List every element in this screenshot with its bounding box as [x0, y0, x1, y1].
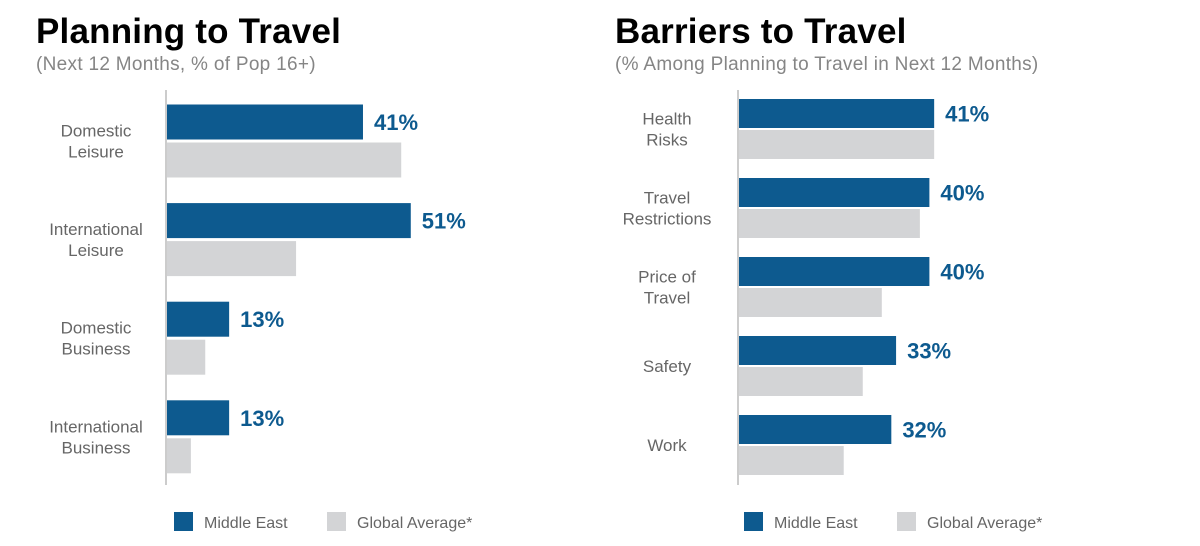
- value-label: 33%: [907, 339, 951, 364]
- bar-global-average: [739, 367, 863, 396]
- category-label: Travel: [644, 189, 691, 208]
- category-label: Domestic: [61, 122, 132, 141]
- category-label: International: [49, 417, 143, 436]
- bar-global-average: [167, 142, 402, 178]
- legend-label-global-average: Global Average*: [927, 515, 1042, 532]
- planning-chart-svg: 41% Domestic Leisure 51% International Leisur…: [49, 90, 472, 532]
- category-label: Leisure: [68, 241, 124, 260]
- bar-global-average: [167, 339, 206, 375]
- category-label: Risks: [646, 131, 688, 150]
- category-label: Work: [647, 436, 687, 455]
- category-label: Restrictions: [623, 210, 712, 229]
- legend-label-global-average: Global Average*: [357, 515, 472, 532]
- value-label: 13%: [240, 406, 284, 431]
- chart-title: Planning to Travel: [36, 12, 342, 51]
- bar-middle-east: [167, 400, 230, 436]
- legend-swatch-middle-east: [174, 512, 193, 531]
- legend-label-middle-east: Middle East: [774, 515, 858, 532]
- category-label: Health: [642, 110, 691, 129]
- chart-title: Barriers to Travel: [615, 12, 907, 51]
- legend-swatch-global-average: [897, 512, 916, 531]
- legend-swatch-global-average: [327, 512, 346, 531]
- bar-global-average: [739, 446, 844, 475]
- category-label: Safety: [643, 357, 692, 376]
- value-label: 40%: [940, 260, 984, 285]
- chart-subtitle: (% Among Planning to Travel in Next 12 M…: [615, 54, 1039, 75]
- barriers-chart-svg: 41% Health Risks 40% Travel Restrictions 40% Pr…: [623, 90, 1042, 532]
- planning-to-travel-panel: Planning to Travel (Next 12 Months, % of…: [0, 0, 590, 546]
- category-label: Business: [62, 340, 131, 359]
- bar-middle-east: [167, 301, 230, 337]
- value-label: 40%: [940, 181, 984, 206]
- bar-global-average: [739, 288, 882, 317]
- value-label: 32%: [902, 418, 946, 443]
- bar-middle-east: [167, 203, 411, 239]
- bar-global-average: [167, 241, 297, 277]
- category-label: Domestic: [61, 319, 132, 338]
- barriers-to-travel-panel: Barriers to Travel (% Among Planning to …: [590, 0, 1200, 546]
- bar-middle-east: [739, 257, 930, 286]
- bar-global-average: [739, 130, 935, 159]
- bar-global-average: [739, 209, 920, 238]
- legend-label-middle-east: Middle East: [204, 515, 288, 532]
- category-label: Leisure: [68, 143, 124, 162]
- bar-global-average: [167, 438, 191, 474]
- category-label: Travel: [644, 289, 691, 308]
- bar-middle-east: [167, 104, 363, 140]
- legend-swatch-middle-east: [744, 512, 763, 531]
- value-label: 41%: [945, 102, 989, 127]
- bar-middle-east: [739, 336, 897, 365]
- bar-middle-east: [739, 99, 935, 128]
- category-label: Price of: [638, 268, 696, 287]
- category-label: International: [49, 220, 143, 239]
- value-label: 41%: [374, 110, 418, 135]
- bar-middle-east: [739, 178, 930, 207]
- chart-subtitle: (Next 12 Months, % of Pop 16+): [36, 54, 316, 75]
- category-label: Business: [62, 438, 131, 457]
- bar-middle-east: [739, 415, 892, 444]
- value-label: 13%: [240, 307, 284, 332]
- value-label: 51%: [422, 209, 466, 234]
